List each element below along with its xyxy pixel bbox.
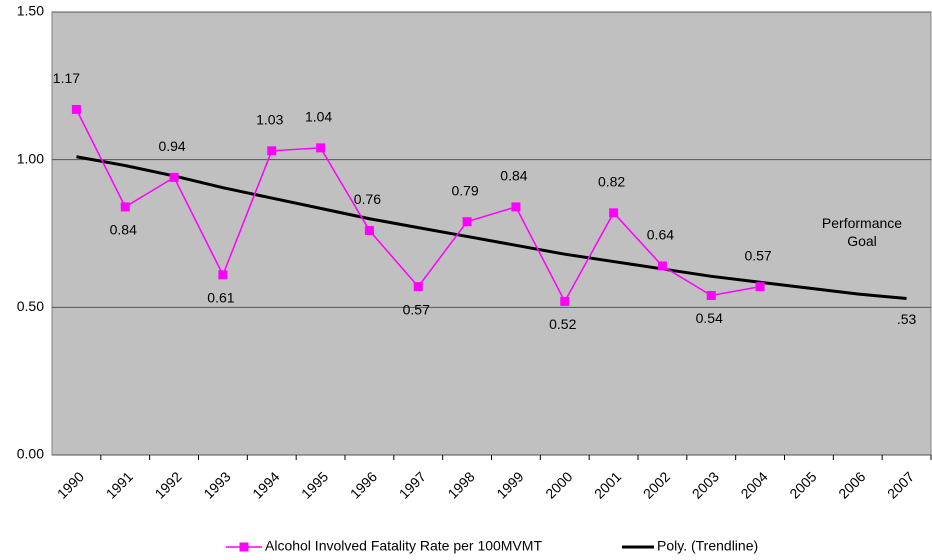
annotation: Performance Goal xyxy=(821,215,903,249)
x-tick-label: 2007 xyxy=(884,468,917,501)
x-tick-label: 2001 xyxy=(591,468,624,501)
marker xyxy=(657,261,667,271)
x-tick-label: 1998 xyxy=(444,468,477,501)
x-tick-label: 1995 xyxy=(298,468,331,501)
marker xyxy=(609,208,619,218)
x-tick-label: 1994 xyxy=(249,468,282,501)
data-label: 0.61 xyxy=(207,290,234,306)
data-label: 0.94 xyxy=(158,138,185,154)
x-tick-label: 1997 xyxy=(396,468,429,501)
data-label: 0.84 xyxy=(500,168,527,184)
trendline xyxy=(76,155,907,300)
marker xyxy=(71,104,81,114)
marker xyxy=(169,172,179,182)
y-tick-label: 1.00 xyxy=(17,150,44,166)
marker xyxy=(413,282,423,292)
marker xyxy=(560,296,570,306)
data-label: 0.57 xyxy=(403,301,430,317)
data-label: 1.04 xyxy=(305,109,332,125)
legend: Alcohol Involved Fatality Rate per 100MV… xyxy=(226,538,758,554)
x-tick-label: 1992 xyxy=(151,468,184,501)
legend-swatch xyxy=(239,542,249,552)
data-label: 0.57 xyxy=(744,247,771,263)
x-tick-label: 1991 xyxy=(103,468,136,501)
data-label: 0.76 xyxy=(354,191,381,207)
x-tick-label: 1999 xyxy=(493,468,526,501)
x-tick-label: 1990 xyxy=(54,468,87,501)
data-label: 1.03 xyxy=(256,112,283,128)
y-tick-label: 1.50 xyxy=(17,3,44,19)
data-label: 0.79 xyxy=(451,182,478,198)
x-tick-label: 2006 xyxy=(835,468,868,501)
marker xyxy=(267,146,277,156)
plot-area xyxy=(51,11,932,456)
x-tick-label: 1996 xyxy=(347,468,380,501)
data-label: 0.64 xyxy=(647,227,674,243)
x-tick-label: 2003 xyxy=(689,468,722,501)
x-tick-label: 2004 xyxy=(737,468,770,501)
marker xyxy=(755,282,765,292)
marker xyxy=(462,217,472,227)
data-label: 0.54 xyxy=(696,310,723,326)
x-tick-label: 2000 xyxy=(542,468,575,501)
marker xyxy=(218,270,228,280)
y-tick-label: 0.00 xyxy=(17,446,44,462)
marker xyxy=(511,202,521,212)
marker xyxy=(706,291,716,301)
x-tick-label: 2002 xyxy=(640,468,673,501)
marker xyxy=(120,202,130,212)
data-label: .53 xyxy=(897,311,917,327)
data-label: 0.82 xyxy=(598,174,625,190)
data-label: 0.84 xyxy=(110,222,137,238)
legend-label: Poly. (Trendline) xyxy=(657,538,758,554)
data-label: 0.52 xyxy=(549,316,576,332)
data-label: 1.17 xyxy=(53,70,80,86)
x-tick-label: 1993 xyxy=(200,468,233,501)
y-tick-label: 0.50 xyxy=(17,298,44,314)
marker xyxy=(316,143,326,153)
marker xyxy=(364,226,374,236)
x-tick-label: 2005 xyxy=(786,468,819,501)
legend-label: Alcohol Involved Fatality Rate per 100MV… xyxy=(265,538,542,554)
